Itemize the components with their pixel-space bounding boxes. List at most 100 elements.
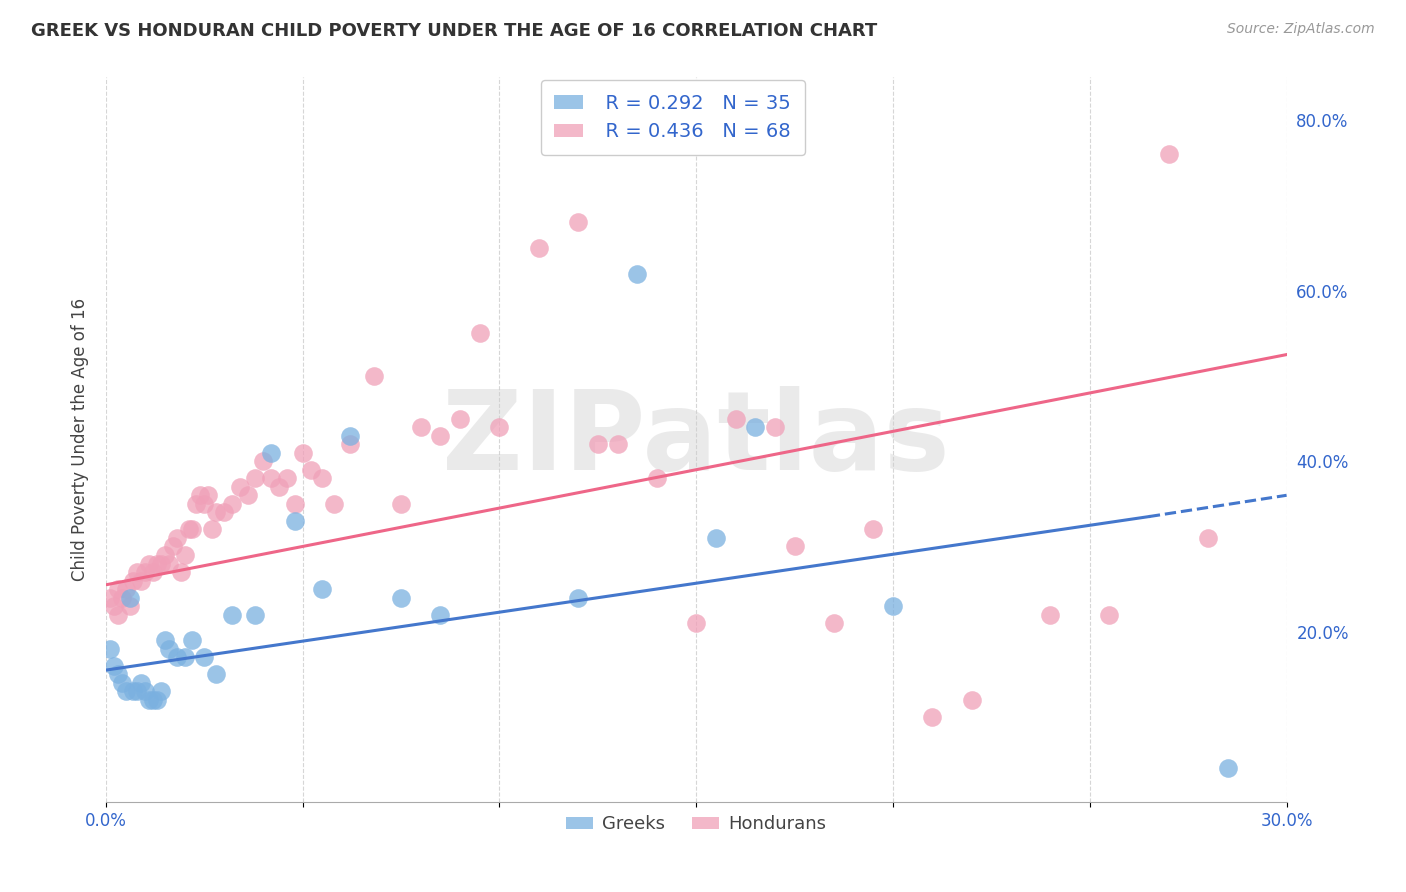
Point bbox=[173, 650, 195, 665]
Point bbox=[429, 428, 451, 442]
Point bbox=[142, 565, 165, 579]
Point bbox=[98, 641, 121, 656]
Point bbox=[245, 471, 267, 485]
Point bbox=[162, 540, 184, 554]
Point bbox=[783, 540, 806, 554]
Text: GREEK VS HONDURAN CHILD POVERTY UNDER THE AGE OF 16 CORRELATION CHART: GREEK VS HONDURAN CHILD POVERTY UNDER TH… bbox=[31, 22, 877, 40]
Text: Source: ZipAtlas.com: Source: ZipAtlas.com bbox=[1227, 22, 1375, 37]
Point bbox=[862, 522, 884, 536]
Point bbox=[323, 497, 346, 511]
Point bbox=[166, 531, 188, 545]
Point bbox=[284, 514, 307, 528]
Point bbox=[311, 582, 333, 596]
Point bbox=[118, 599, 141, 614]
Point bbox=[960, 693, 983, 707]
Point bbox=[153, 548, 176, 562]
Point bbox=[1157, 147, 1180, 161]
Point bbox=[131, 676, 153, 690]
Point bbox=[157, 557, 180, 571]
Point bbox=[228, 480, 250, 494]
Point bbox=[157, 641, 180, 656]
Point bbox=[606, 437, 628, 451]
Point bbox=[111, 676, 134, 690]
Point bbox=[127, 684, 149, 698]
Point bbox=[122, 574, 145, 588]
Point bbox=[114, 582, 136, 596]
Point bbox=[212, 505, 235, 519]
Point bbox=[763, 420, 786, 434]
Point bbox=[197, 488, 219, 502]
Point bbox=[221, 607, 243, 622]
Point bbox=[1197, 531, 1219, 545]
Point bbox=[1039, 607, 1062, 622]
Point bbox=[645, 471, 668, 485]
Point bbox=[107, 607, 129, 622]
Point bbox=[98, 591, 121, 605]
Y-axis label: Child Poverty Under the Age of 16: Child Poverty Under the Age of 16 bbox=[72, 298, 89, 582]
Point bbox=[150, 557, 173, 571]
Point bbox=[409, 420, 432, 434]
Point bbox=[299, 463, 322, 477]
Point bbox=[245, 607, 267, 622]
Point bbox=[186, 497, 208, 511]
Point bbox=[134, 565, 156, 579]
Point bbox=[221, 497, 243, 511]
Point bbox=[724, 411, 747, 425]
Point bbox=[181, 522, 204, 536]
Point bbox=[107, 582, 129, 596]
Point bbox=[1216, 761, 1239, 775]
Point bbox=[107, 667, 129, 681]
Point bbox=[114, 684, 136, 698]
Point bbox=[173, 548, 195, 562]
Point bbox=[260, 471, 283, 485]
Point bbox=[201, 522, 224, 536]
Point bbox=[118, 591, 141, 605]
Point bbox=[1098, 607, 1121, 622]
Point bbox=[138, 693, 160, 707]
Point bbox=[626, 267, 648, 281]
Point bbox=[468, 326, 491, 341]
Point bbox=[389, 497, 412, 511]
Point bbox=[429, 607, 451, 622]
Point bbox=[205, 505, 228, 519]
Point bbox=[142, 693, 165, 707]
Point bbox=[127, 565, 149, 579]
Point bbox=[150, 684, 173, 698]
Point bbox=[131, 574, 153, 588]
Point bbox=[260, 445, 283, 459]
Point bbox=[146, 557, 169, 571]
Point bbox=[111, 591, 134, 605]
Point bbox=[586, 437, 609, 451]
Point bbox=[205, 667, 228, 681]
Point bbox=[685, 616, 707, 631]
Point bbox=[177, 522, 200, 536]
Point bbox=[276, 471, 298, 485]
Point bbox=[193, 650, 215, 665]
Text: ZIPatlas: ZIPatlas bbox=[443, 386, 950, 493]
Legend: Greeks, Hondurans: Greeks, Hondurans bbox=[555, 805, 837, 844]
Point bbox=[567, 591, 589, 605]
Point bbox=[170, 565, 193, 579]
Point bbox=[181, 633, 204, 648]
Point bbox=[744, 420, 766, 434]
Point bbox=[527, 241, 550, 255]
Point bbox=[339, 428, 361, 442]
Point bbox=[252, 454, 274, 468]
Point bbox=[122, 684, 145, 698]
Point bbox=[823, 616, 845, 631]
Point bbox=[284, 497, 307, 511]
Point bbox=[134, 684, 156, 698]
Point bbox=[236, 488, 259, 502]
Point bbox=[193, 497, 215, 511]
Point bbox=[339, 437, 361, 451]
Point bbox=[190, 488, 212, 502]
Point bbox=[389, 591, 412, 605]
Point bbox=[567, 215, 589, 229]
Point bbox=[153, 633, 176, 648]
Point bbox=[146, 693, 169, 707]
Point bbox=[103, 599, 125, 614]
Point bbox=[138, 557, 160, 571]
Point bbox=[921, 710, 943, 724]
Point bbox=[704, 531, 727, 545]
Point bbox=[267, 480, 290, 494]
